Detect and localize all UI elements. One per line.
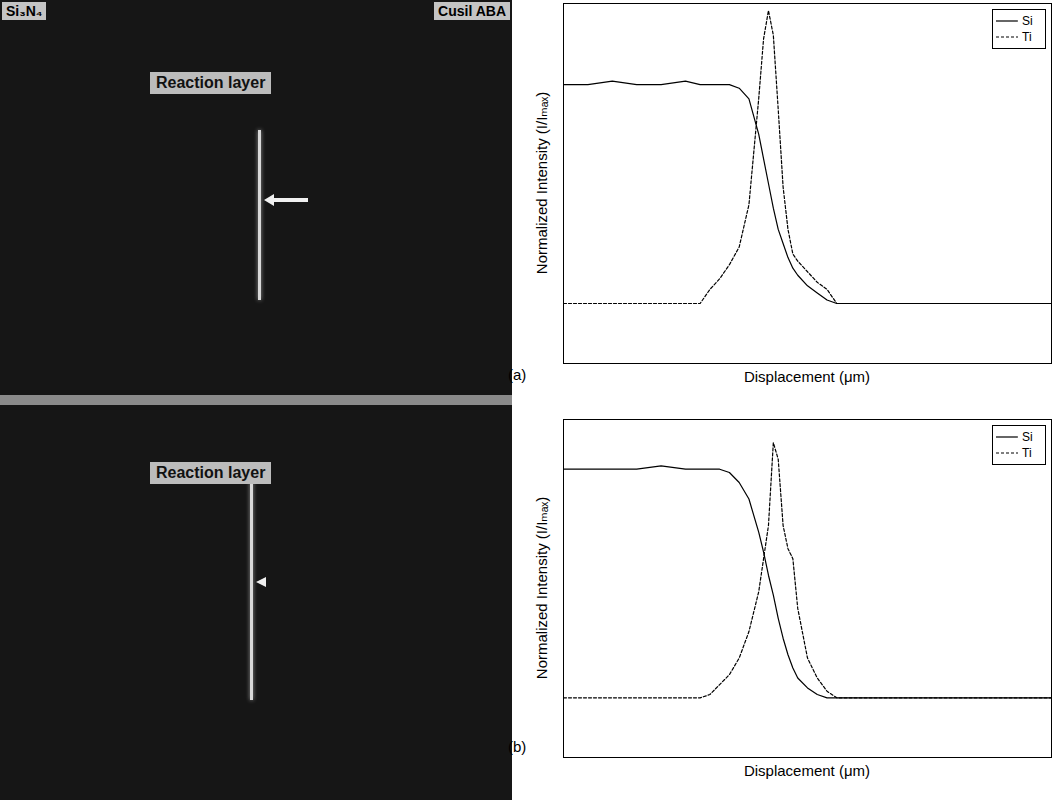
html-text:Normalized Intensity (I/Iₘₐₓ): Normalized Intensity (I/Iₘₐₓ) [533,496,550,680]
html-text:(b): (b) [508,738,527,755]
html-text:Cusil ABA: Cusil ABA [438,3,506,19]
html-text:(a): (a) [508,366,527,383]
html-text:Si₃N₄: Si₃N₄ [6,3,43,19]
html-text:Reaction layer: Reaction layer [156,74,266,91]
html-text:Normalized Intensity (I/Iₘₐₓ): Normalized Intensity (I/Iₘₐₓ) [533,91,550,275]
html-text:Reaction layer: Reaction layer [156,464,266,481]
html-text:Displacement (μm): Displacement (μm) [743,368,871,385]
svg-text:Ti: Ti [1022,446,1032,460]
svg-text:Si: Si [1022,14,1033,28]
svg-text:Ti: Ti [1022,30,1032,44]
svg-text:Si: Si [1022,430,1033,444]
html-text:Displacement (μm): Displacement (μm) [743,762,871,779]
